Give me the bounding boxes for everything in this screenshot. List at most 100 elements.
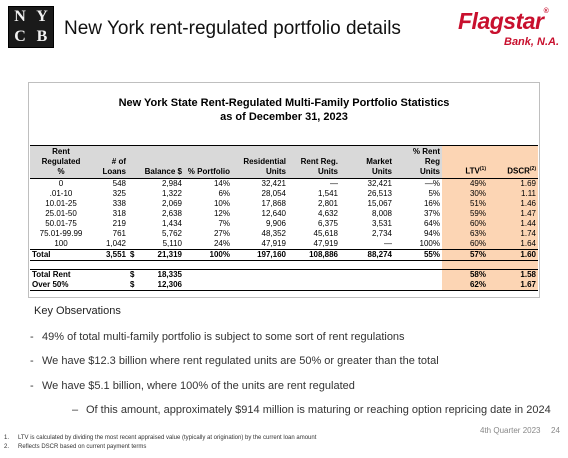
cell: 1.74 (488, 229, 538, 239)
brand-name: Flagstar (458, 8, 544, 34)
cell: 26,513 (367, 189, 392, 198)
spacer-cell (92, 261, 128, 270)
header-line: Units (372, 167, 392, 176)
cell: 12% (213, 209, 230, 218)
header-line: Units (266, 167, 286, 176)
data-row: 50.01-75 219 1,434 7% 9,906 6,375 3,531 64% 60% 1… (30, 219, 538, 229)
cell: 1.46 (488, 199, 538, 209)
summary-cell (394, 269, 442, 280)
total-row: Total 3,551 $21,319 100% 197,160 108,886 88,27… (30, 249, 538, 261)
cell: 47,919 (313, 239, 338, 248)
spacer-cell (184, 261, 232, 270)
cell: 1.64 (488, 239, 538, 250)
column-header: Market Units (340, 145, 394, 179)
cell: 1.11 (488, 189, 538, 199)
cell: 10% (213, 199, 230, 208)
cell: 6% (218, 189, 230, 198)
cell: 60% (442, 239, 488, 250)
header-line: Market (366, 157, 392, 166)
summary-label: Total Rent (32, 270, 71, 279)
data-row: .01-10 325 1,322 6% 28,054 1,541 26,513 5% 30% 1.… (30, 189, 538, 199)
total-cell: 3,551 (92, 249, 128, 261)
summary-cell (184, 280, 232, 291)
header-footnote-ref: (2) (529, 166, 536, 173)
total-cell: 108,886 (288, 249, 340, 261)
cell: 17,868 (261, 199, 286, 208)
cell: 761 (112, 229, 126, 238)
cell: 9,906 (265, 219, 286, 228)
cell: 15,067 (367, 199, 392, 208)
summary-cell: 58% (442, 269, 488, 280)
data-row: 100 1,042 5,110 24% 47,919 47,919 — 100% 60% 1.64 (30, 239, 538, 250)
cell: 100% (419, 239, 440, 248)
bullet-text: 49% of total multi-family portfolio is s… (42, 331, 405, 343)
cell: 2,069 (161, 199, 182, 208)
header-line: Rent Reg. (300, 157, 338, 166)
bullet: -49% of total multi-family portfolio is … (30, 331, 405, 343)
total-value: 100% (209, 250, 230, 259)
header-line: Rent Regulated (41, 147, 81, 166)
cell: 24% (213, 239, 230, 248)
bullet: - We have $12.3 billion where rent regula… (30, 355, 439, 367)
currency: $ (130, 280, 135, 289)
footnote-number: 1. (4, 435, 10, 441)
header-line: % Portfolio (187, 167, 230, 176)
header-footnote-ref: (1) (479, 166, 486, 173)
summary-cell (288, 269, 340, 280)
summary-cell (394, 280, 442, 291)
cell: 14% (213, 179, 230, 188)
cell: 3,531 (371, 219, 392, 228)
header-line: Balance $ (144, 167, 182, 176)
header-line: % Rent Reg (412, 147, 440, 166)
summary-cell: 1.67 (488, 280, 538, 291)
observations-heading: Key Observations (34, 305, 121, 317)
column-header: Residential Units (232, 145, 288, 179)
cell: 27% (213, 229, 230, 238)
header-line: % (57, 167, 65, 176)
column-header: % Rent Reg Units (394, 145, 442, 179)
summary-cell: $12,306 (128, 280, 184, 291)
spacer-cell (30, 261, 92, 270)
cell: 50.01-75 (45, 219, 77, 228)
column-header: DSCR(2) (488, 145, 538, 179)
total-cell: 57% (442, 249, 488, 261)
bullet: - We have $5.1 billion, where 100% of the… (30, 380, 355, 392)
cell: 48,352 (261, 229, 286, 238)
currency: $ (130, 250, 135, 259)
total-value: 88,274 (367, 250, 392, 259)
total-cell: 100% (184, 249, 232, 261)
cell: 30% (442, 189, 488, 199)
cell: 60% (442, 219, 488, 229)
cell: 63% (442, 229, 488, 239)
cell: 1,434 (161, 219, 182, 228)
summary-cell (288, 280, 340, 291)
logo: N Y C B (8, 6, 54, 48)
logo-letter: Y (36, 8, 48, 25)
footnote: 1. LTV is calculated by dividing the most… (4, 435, 316, 441)
total-value: 108,886 (309, 250, 338, 259)
cell: 1.44 (488, 219, 538, 229)
data-row: 75.01-99.99 761 5,762 27% 48,352 45,618 2,734 9… (30, 229, 538, 239)
column-header: Balance $ (128, 145, 184, 179)
total-cell: 1.60 (488, 249, 538, 261)
summary-cell: Over 50% (30, 280, 92, 291)
table-frame (28, 82, 540, 298)
summary-cell (340, 269, 394, 280)
header-line: Residential (243, 157, 286, 166)
data-row: 25.01-50 318 2,638 12% 12,640 4,632 8,008 37% 59… (30, 209, 538, 219)
summary-cell (92, 269, 128, 280)
spacer-cell (232, 261, 288, 270)
cell: 32,421 (367, 179, 392, 188)
total-cell: 197,160 (232, 249, 288, 261)
summary-ltv: 58% (469, 270, 486, 279)
cell: 37% (423, 209, 440, 218)
cell: 100 (54, 239, 68, 248)
summary-row: Over 50% $12,306 62% 1.67 (30, 280, 538, 291)
cell: 2,734 (371, 229, 392, 238)
summary-cell (340, 280, 394, 291)
data-row: 0 548 2,984 14% 32,421 — 32,421 —% 49% 1.69 (30, 178, 538, 189)
total-cell: Total (30, 249, 92, 261)
column-header: Rent Reg. Units (288, 145, 340, 179)
cell: 51% (442, 199, 488, 209)
